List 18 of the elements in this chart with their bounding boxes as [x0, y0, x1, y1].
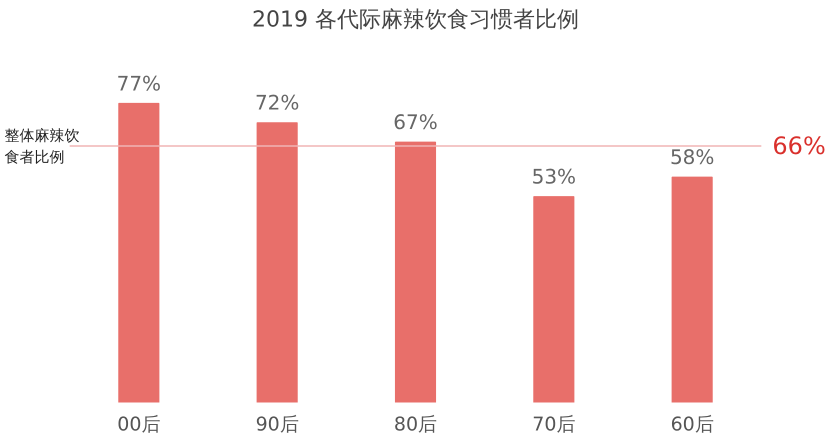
- data-label: 53%: [532, 164, 576, 189]
- annotation: 整体麻辣饮食者比例: [4, 126, 80, 166]
- x-tick-label: 70后: [532, 414, 576, 436]
- data-label: 67%: [393, 110, 438, 134]
- bar: [118, 102, 160, 402]
- x-tick-label: 80后: [394, 414, 438, 436]
- ref-line-label: 66%: [772, 132, 826, 160]
- bar: [533, 196, 574, 402]
- x-tick-label: 90后: [256, 414, 299, 436]
- x-tick-label: 60后: [670, 414, 714, 436]
- data-label: 72%: [254, 90, 300, 115]
- chart-title: 2019 各代际麻辣饮食习惯者比例: [252, 8, 579, 32]
- bar: [672, 176, 713, 402]
- x-tick-label: 00后: [117, 414, 160, 436]
- bar: [256, 122, 298, 402]
- data-label: 77%: [116, 71, 162, 96]
- data-label: 58%: [670, 145, 714, 170]
- bar: [394, 142, 436, 402]
